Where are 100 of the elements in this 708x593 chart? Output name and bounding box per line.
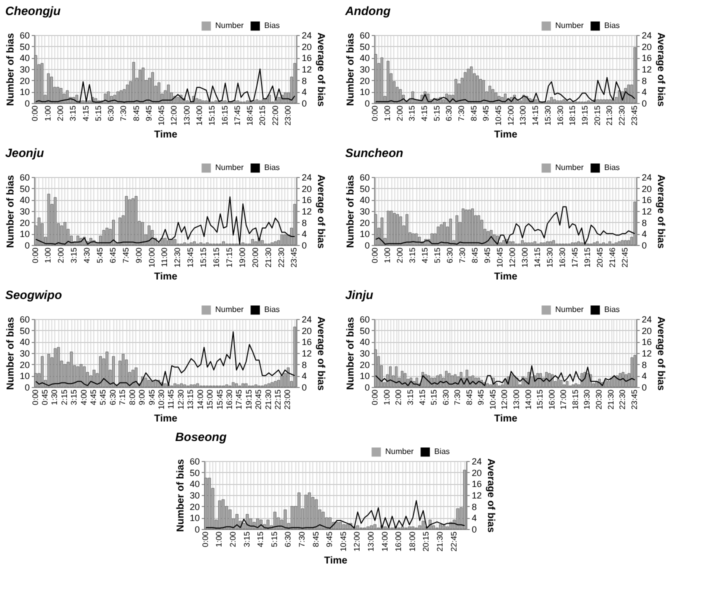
x-tick-label: 5:15 bbox=[433, 246, 442, 264]
x-tick-label: 17:45 bbox=[234, 388, 244, 410]
y2-tick-label: 8 bbox=[472, 502, 477, 512]
y-tick-label: 30 bbox=[20, 348, 30, 358]
y2-tick-label: 20 bbox=[472, 468, 482, 478]
y2-tick-label: 20 bbox=[302, 326, 312, 336]
x-tick-label: 23:00 bbox=[283, 104, 292, 126]
x-tick-label: 7:30 bbox=[119, 104, 128, 122]
x-tick-label: 3:15 bbox=[406, 388, 415, 406]
x-tick-label: 8:45 bbox=[469, 104, 478, 122]
x-tick-label: 4:15 bbox=[418, 388, 427, 406]
x-tick-label: 1:30 bbox=[50, 388, 60, 406]
x-tick-label: 19:30 bbox=[582, 388, 592, 410]
x-tick-label: 3:15 bbox=[68, 104, 78, 122]
y2-tick-label: 4 bbox=[472, 513, 477, 524]
legend-label: Number bbox=[555, 163, 584, 172]
y-tick-label: 20 bbox=[360, 76, 370, 86]
y-tick-label: 30 bbox=[20, 206, 30, 216]
y-tick-label: 40 bbox=[360, 337, 370, 348]
legend-label: Number bbox=[215, 21, 244, 30]
x-tick-label: 12:00 bbox=[508, 246, 518, 268]
x-tick-label: 15:15 bbox=[199, 246, 208, 268]
x-tick-label: 15:30 bbox=[543, 104, 552, 126]
x-tick-label: 7:15 bbox=[118, 388, 128, 406]
x-tick-label: 3:15 bbox=[408, 104, 417, 122]
y-tick-label: 20 bbox=[190, 502, 200, 512]
y-tick-label: 30 bbox=[190, 490, 200, 500]
x-axis-title: Time bbox=[494, 272, 518, 283]
x-tick-label: 6:30 bbox=[108, 388, 118, 406]
x-tick-label: 12:30 bbox=[176, 388, 186, 410]
x-tick-label: 7:30 bbox=[458, 246, 468, 264]
x-tick-label: 0:00 bbox=[370, 388, 380, 406]
x-tick-label: 19:00 bbox=[238, 246, 247, 268]
x-tick-label: 7:30 bbox=[457, 104, 466, 122]
y-tick-label: 10 bbox=[360, 87, 370, 98]
y2-tick-label: 8 bbox=[642, 360, 647, 370]
legend-label: Number bbox=[215, 163, 244, 172]
y-tick-label: 50 bbox=[360, 326, 370, 336]
x-tick-label: 15:45 bbox=[215, 388, 224, 410]
y2-axis-title: Average of bias bbox=[484, 458, 496, 533]
y-tick-label: 20 bbox=[20, 360, 30, 370]
x-tick-label: 22:30 bbox=[276, 246, 286, 268]
x-tick-label: 17:45 bbox=[570, 246, 580, 268]
x-tick-label: 14:00 bbox=[380, 530, 390, 552]
x-tick-label: 20:30 bbox=[594, 388, 604, 410]
legend-label: Number bbox=[385, 447, 414, 456]
legend-label: Number bbox=[215, 305, 244, 314]
x-tick-label: 0:00 bbox=[370, 246, 380, 264]
legend-label: Bias bbox=[604, 305, 620, 314]
x-tick-label: 15:15 bbox=[536, 388, 545, 410]
y2-tick-label: 12 bbox=[642, 348, 652, 358]
x-tick-label: 3:15 bbox=[70, 246, 79, 264]
x-tick-label: 0:00 bbox=[30, 246, 40, 264]
y2-tick-label: 4 bbox=[642, 87, 647, 98]
y2-tick-label: 4 bbox=[642, 229, 647, 240]
y2-tick-label: 24 bbox=[642, 30, 652, 40]
y-tick-label: 20 bbox=[20, 76, 30, 86]
y2-tick-label: 16 bbox=[642, 195, 652, 206]
y-axis-title: Number of bias bbox=[346, 316, 357, 390]
x-tick-label: 10:45 bbox=[496, 246, 505, 268]
y-tick-label: 0 bbox=[24, 98, 30, 108]
y-axis-title: Number of bias bbox=[6, 32, 17, 106]
x-axis-title: Time bbox=[494, 130, 518, 141]
x-tick-label: 3:15 bbox=[408, 246, 418, 264]
x-tick-label: 9:45 bbox=[325, 530, 334, 548]
x-tick-label: 6:30 bbox=[444, 104, 454, 122]
y-tick-label: 40 bbox=[20, 337, 30, 348]
x-tick-label: 17:00 bbox=[559, 388, 568, 410]
y2-tick-label: 20 bbox=[642, 326, 652, 336]
x-tick-label: 16:00 bbox=[394, 530, 404, 552]
x-tick-label: 1:00 bbox=[43, 104, 52, 122]
y-tick-label: 0 bbox=[364, 98, 370, 108]
x-tick-label: 9:45 bbox=[147, 388, 156, 406]
legend-label: Bias bbox=[264, 305, 280, 314]
x-tick-label: 20:15 bbox=[592, 104, 602, 126]
y-tick-label: 60 bbox=[360, 314, 370, 324]
y2-tick-label: 24 bbox=[302, 30, 312, 40]
legend-label: Bias bbox=[604, 21, 620, 30]
y-tick-label: 10 bbox=[360, 229, 370, 240]
y2-tick-label: 8 bbox=[302, 218, 307, 228]
x-tick-label: 5:45 bbox=[96, 246, 105, 264]
x-tick-label: 8:45 bbox=[132, 104, 141, 122]
y2-tick-label: 20 bbox=[642, 184, 652, 194]
y-tick-label: 60 bbox=[20, 30, 30, 40]
x-tick-label: 13:00 bbox=[518, 104, 528, 126]
x-tick-label: 6:45 bbox=[108, 246, 118, 264]
y2-axis-title: Average of bias bbox=[654, 32, 666, 107]
x-tick-label: 5:15 bbox=[432, 104, 442, 122]
x-tick-label: 3:15 bbox=[242, 530, 252, 548]
x-tick-label: 23:45 bbox=[630, 388, 639, 410]
y-tick-label: 40 bbox=[360, 53, 370, 64]
y-tick-label: 20 bbox=[360, 218, 370, 228]
legend-label: Bias bbox=[264, 21, 280, 30]
x-tick-label: 16:00 bbox=[547, 388, 556, 410]
y2-tick-label: 0 bbox=[642, 240, 647, 250]
x-tick-label: 0:00 bbox=[200, 530, 210, 548]
y2-tick-label: 24 bbox=[642, 172, 652, 182]
x-tick-label: 21:46 bbox=[608, 246, 617, 268]
x-tick-label: 16:30 bbox=[556, 104, 565, 126]
x-tick-label: 13:45 bbox=[186, 246, 196, 268]
